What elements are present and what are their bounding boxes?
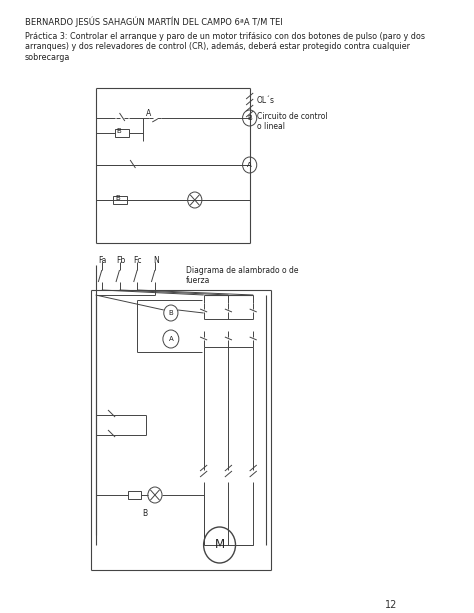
Text: B: B — [168, 310, 173, 316]
Circle shape — [204, 527, 236, 563]
Text: B: B — [117, 128, 122, 134]
Bar — [113, 196, 128, 204]
Text: Circuito de control
o lineal: Circuito de control o lineal — [257, 112, 328, 131]
Text: OL´s: OL´s — [257, 96, 275, 105]
Circle shape — [243, 110, 257, 126]
Text: A: A — [146, 109, 151, 118]
Circle shape — [243, 157, 257, 173]
Text: B: B — [143, 509, 148, 518]
Text: Fa: Fa — [98, 256, 107, 265]
Circle shape — [148, 487, 162, 503]
Text: N: N — [153, 256, 159, 265]
Bar — [115, 129, 129, 137]
Text: BERNARDO JESÚS SAHAGÚN MARTÍN DEL CAMPO 6ªA T/M TEI: BERNARDO JESÚS SAHAGÚN MARTÍN DEL CAMPO … — [25, 16, 283, 26]
Text: 12: 12 — [385, 600, 398, 610]
Bar — [128, 491, 141, 499]
Circle shape — [164, 305, 178, 321]
Text: Fc: Fc — [134, 256, 142, 265]
Text: A: A — [168, 336, 173, 342]
Circle shape — [188, 192, 202, 208]
Text: Fb: Fb — [116, 256, 125, 265]
Text: B: B — [115, 195, 120, 201]
Circle shape — [163, 330, 179, 348]
Text: Diagrama de alambrado o de
fuerza: Diagrama de alambrado o de fuerza — [186, 266, 299, 286]
Text: B: B — [247, 115, 252, 121]
Text: M: M — [215, 538, 225, 552]
Text: A: A — [247, 162, 252, 168]
Text: Práctica 3: Controlar el arranque y paro de un motor trifásico con dos botones d: Práctica 3: Controlar el arranque y paro… — [25, 32, 425, 62]
